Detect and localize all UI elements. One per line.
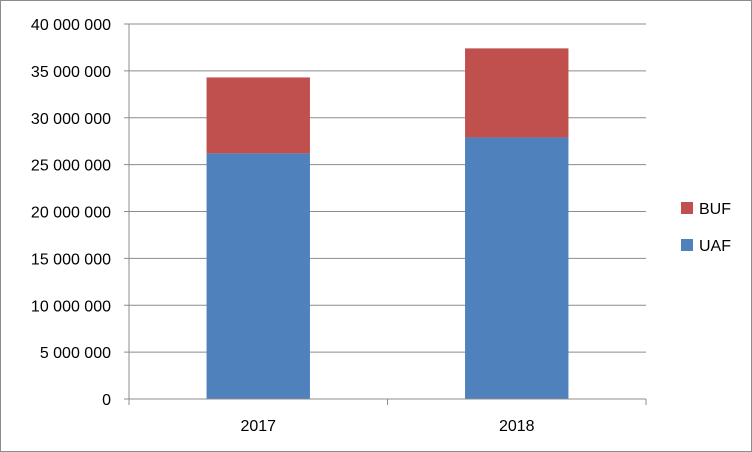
y-tick-label: 30 000 000	[31, 111, 111, 128]
legend-label-buf: BUF	[699, 201, 731, 218]
bar-uaf-2018	[465, 137, 569, 399]
y-tick-label: 25 000 000	[31, 158, 111, 175]
bar-buf-2017	[206, 77, 310, 154]
x-tick-label: 2018	[499, 418, 535, 435]
bars	[206, 48, 569, 399]
legend-label-uaf: UAF	[699, 238, 731, 255]
legend: BUF UAF	[681, 201, 731, 255]
y-tick-label: 0	[102, 392, 111, 409]
axes	[124, 23, 647, 405]
legend-swatch-uaf	[681, 239, 693, 251]
y-tick-labels: 0 5 000 000 10 000 000 15 000 000 20 000 000…	[31, 17, 111, 409]
bar-buf-2018	[465, 48, 569, 138]
y-tick-label: 35 000 000	[31, 64, 111, 81]
x-tick-labels: 2017 2018	[240, 418, 534, 435]
y-tick-label: 5 000 000	[40, 345, 111, 362]
x-tick-label: 2017	[240, 418, 276, 435]
bar-uaf-2017	[206, 153, 310, 399]
y-tick-label: 40 000 000	[31, 17, 111, 34]
legend-swatch-buf	[681, 202, 693, 214]
y-tick-label: 15 000 000	[31, 251, 111, 268]
y-tick-label: 10 000 000	[31, 298, 111, 315]
y-tick-label: 20 000 000	[31, 205, 111, 222]
